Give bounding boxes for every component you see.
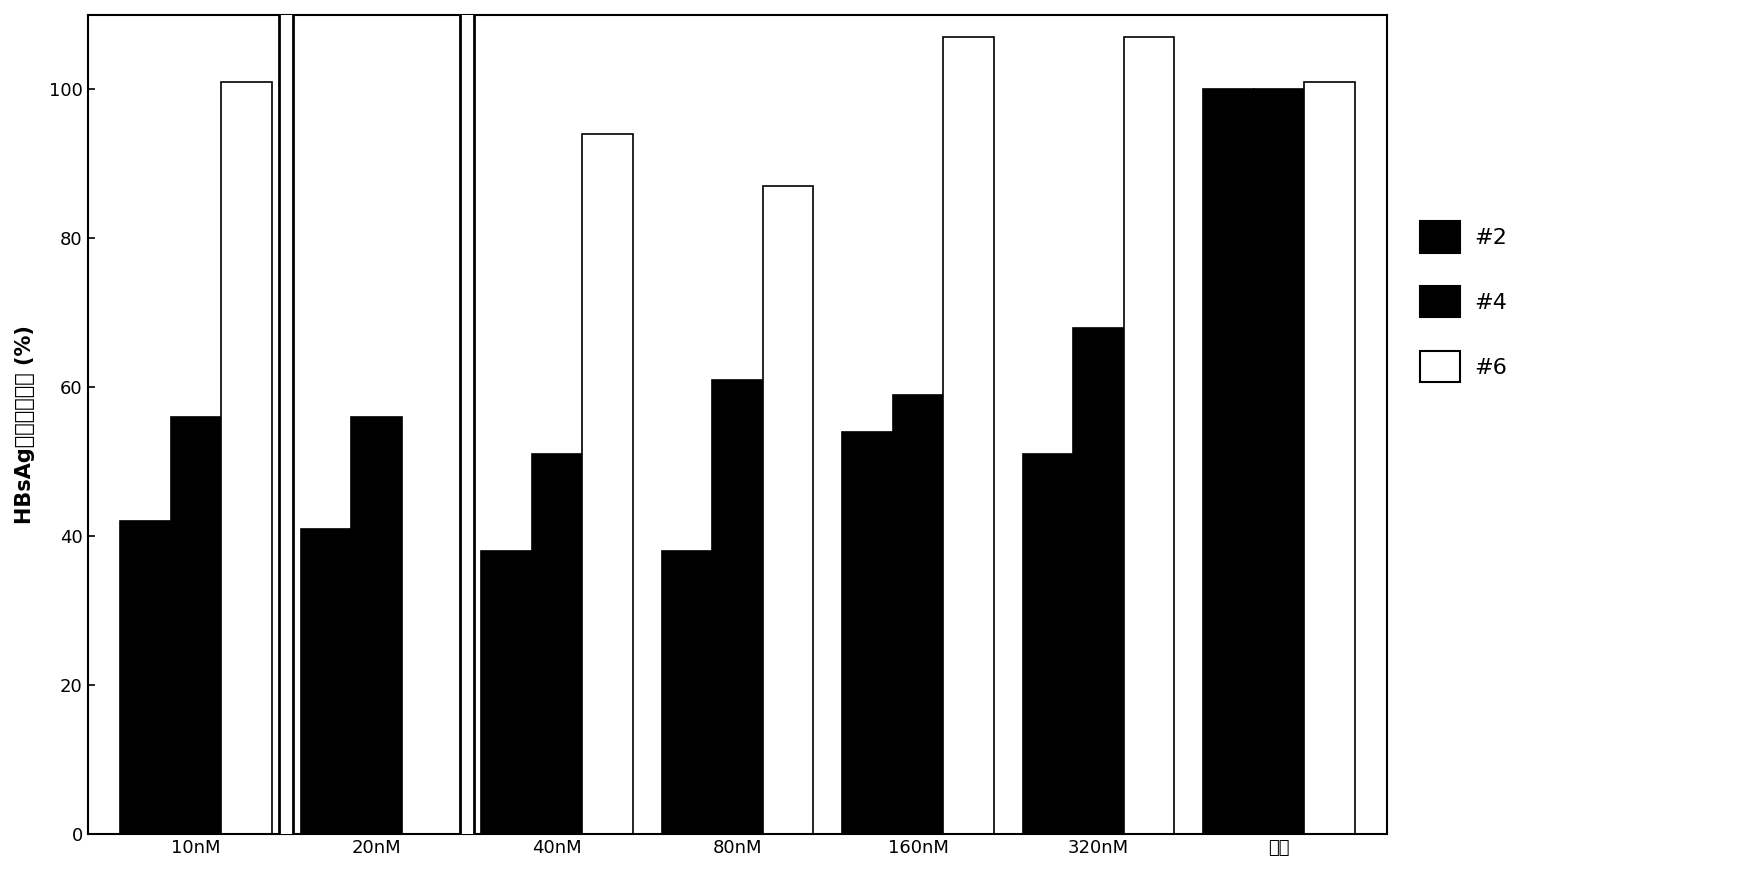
Bar xyxy=(943,37,994,835)
Bar xyxy=(843,432,892,835)
Bar xyxy=(1304,82,1355,835)
Bar xyxy=(120,521,171,835)
Y-axis label: HBsAg相对表达水平 (%): HBsAg相对表达水平 (%) xyxy=(16,325,35,524)
Bar xyxy=(1125,37,1174,835)
Bar xyxy=(301,528,352,835)
Bar xyxy=(1074,328,1125,835)
Bar xyxy=(280,15,294,835)
Bar xyxy=(713,380,762,835)
Bar xyxy=(1204,90,1253,835)
Bar xyxy=(171,417,222,835)
Bar xyxy=(352,417,401,835)
Bar xyxy=(459,15,473,835)
Bar xyxy=(222,82,271,835)
Bar xyxy=(1253,90,1304,835)
Legend: #2, #4, #6: #2, #4, #6 xyxy=(1412,212,1515,391)
Bar xyxy=(480,551,532,835)
Bar xyxy=(892,395,943,835)
Bar xyxy=(583,134,634,835)
Bar xyxy=(532,454,583,835)
Bar xyxy=(662,551,713,835)
Bar xyxy=(762,187,813,835)
Bar xyxy=(1023,454,1074,835)
